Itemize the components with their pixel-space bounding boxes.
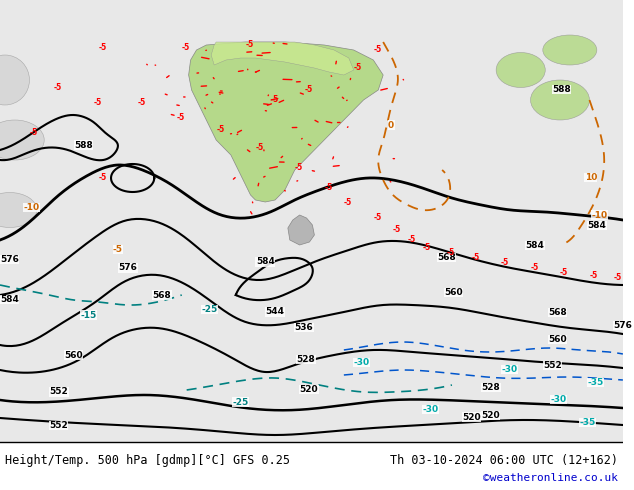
Text: 520: 520 (300, 385, 318, 394)
Text: 552: 552 (49, 421, 68, 430)
Text: -5: -5 (354, 63, 362, 72)
Text: 568: 568 (153, 291, 171, 299)
Ellipse shape (0, 55, 29, 105)
Text: 568: 568 (548, 308, 567, 317)
Text: -5: -5 (138, 98, 146, 107)
Text: -25: -25 (202, 305, 217, 314)
Text: -10: -10 (23, 203, 40, 212)
Text: -5: -5 (98, 43, 107, 52)
Text: -5: -5 (422, 243, 430, 252)
Text: -5: -5 (373, 45, 382, 54)
Text: 584: 584 (588, 221, 606, 230)
Text: -35: -35 (588, 378, 604, 387)
Text: 584: 584 (526, 241, 545, 250)
Text: 584: 584 (0, 295, 19, 304)
Text: ©weatheronline.co.uk: ©weatheronline.co.uk (483, 473, 618, 483)
Text: -10: -10 (592, 211, 607, 220)
Ellipse shape (496, 52, 545, 88)
Text: 520: 520 (481, 411, 500, 420)
Text: -5: -5 (245, 40, 254, 49)
Text: 576: 576 (613, 321, 632, 330)
Polygon shape (288, 215, 314, 245)
Ellipse shape (531, 80, 590, 120)
Text: -5: -5 (256, 143, 264, 152)
Text: -5: -5 (29, 128, 38, 137)
Text: Th 03-10-2024 06:00 UTC (12+162): Th 03-10-2024 06:00 UTC (12+162) (390, 454, 618, 466)
Text: 528: 528 (481, 383, 500, 392)
Text: -15: -15 (81, 311, 96, 319)
Text: -5: -5 (560, 268, 568, 277)
Text: 584: 584 (256, 258, 275, 267)
Ellipse shape (0, 120, 44, 160)
Text: -30: -30 (501, 365, 517, 374)
Text: -5: -5 (304, 85, 313, 94)
Text: -5: -5 (216, 125, 224, 134)
Text: 576: 576 (0, 255, 19, 264)
Text: 560: 560 (444, 288, 463, 297)
Text: 552: 552 (543, 361, 562, 370)
Text: -5: -5 (614, 273, 623, 282)
Text: -5: -5 (177, 113, 185, 122)
Polygon shape (189, 42, 383, 202)
Text: -5: -5 (501, 258, 509, 267)
Text: -5: -5 (113, 245, 123, 254)
Text: 10: 10 (585, 173, 597, 182)
Text: -35: -35 (579, 418, 596, 427)
Text: -5: -5 (344, 198, 352, 207)
Text: -25: -25 (233, 397, 249, 407)
Text: 536: 536 (295, 323, 313, 332)
Text: -5: -5 (590, 271, 598, 280)
Text: -5: -5 (393, 225, 401, 234)
Text: -30: -30 (550, 395, 566, 404)
Text: 0: 0 (388, 121, 394, 129)
Text: -5: -5 (295, 163, 303, 172)
Text: 560: 560 (548, 335, 567, 344)
Text: -30: -30 (422, 405, 439, 414)
Text: -5: -5 (93, 98, 101, 107)
Text: 552: 552 (49, 388, 68, 396)
Polygon shape (211, 42, 354, 75)
Text: -5: -5 (531, 263, 539, 272)
Text: 568: 568 (437, 253, 456, 262)
Text: -5: -5 (54, 83, 62, 92)
Text: 560: 560 (65, 350, 83, 360)
Text: -5: -5 (270, 95, 278, 104)
Text: -5: -5 (98, 173, 107, 182)
Text: -5: -5 (447, 248, 455, 257)
Text: 520: 520 (462, 413, 481, 421)
Text: Height/Temp. 500 hPa [gdmp][°C] GFS 0.25: Height/Temp. 500 hPa [gdmp][°C] GFS 0.25 (5, 454, 290, 466)
Text: -30: -30 (354, 358, 370, 367)
Text: 576: 576 (119, 264, 137, 272)
Text: 588: 588 (74, 141, 93, 149)
Text: -5: -5 (324, 183, 332, 192)
Ellipse shape (543, 35, 597, 65)
Text: -5: -5 (373, 213, 382, 222)
Text: 588: 588 (552, 85, 571, 94)
Text: 528: 528 (297, 355, 316, 364)
Ellipse shape (0, 193, 37, 227)
Text: -5: -5 (182, 43, 190, 52)
Text: -5: -5 (408, 235, 416, 244)
Text: -5: -5 (472, 253, 480, 262)
Text: 544: 544 (266, 308, 285, 317)
